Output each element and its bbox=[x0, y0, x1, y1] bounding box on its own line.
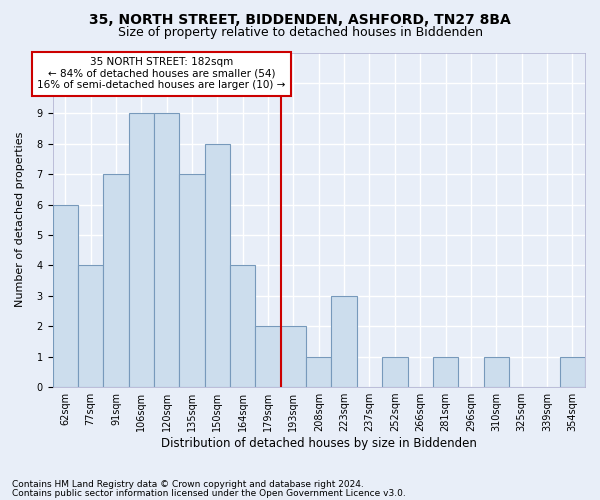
Bar bbox=[205, 144, 230, 387]
Text: Contains public sector information licensed under the Open Government Licence v3: Contains public sector information licen… bbox=[12, 488, 406, 498]
Bar bbox=[331, 296, 357, 387]
Text: Size of property relative to detached houses in Biddenden: Size of property relative to detached ho… bbox=[118, 26, 482, 39]
Bar bbox=[78, 266, 103, 387]
Bar bbox=[256, 326, 281, 387]
X-axis label: Distribution of detached houses by size in Biddenden: Distribution of detached houses by size … bbox=[161, 437, 477, 450]
Bar bbox=[560, 356, 585, 387]
Bar bbox=[128, 114, 154, 387]
Bar bbox=[281, 326, 306, 387]
Bar bbox=[484, 356, 509, 387]
Bar bbox=[103, 174, 128, 387]
Text: 35 NORTH STREET: 182sqm
← 84% of detached houses are smaller (54)
16% of semi-de: 35 NORTH STREET: 182sqm ← 84% of detache… bbox=[37, 57, 286, 90]
Bar bbox=[53, 204, 78, 387]
Bar bbox=[433, 356, 458, 387]
Bar bbox=[179, 174, 205, 387]
Bar bbox=[382, 356, 407, 387]
Y-axis label: Number of detached properties: Number of detached properties bbox=[15, 132, 25, 308]
Bar bbox=[230, 266, 256, 387]
Bar bbox=[306, 356, 331, 387]
Text: 35, NORTH STREET, BIDDENDEN, ASHFORD, TN27 8BA: 35, NORTH STREET, BIDDENDEN, ASHFORD, TN… bbox=[89, 12, 511, 26]
Bar bbox=[154, 114, 179, 387]
Text: Contains HM Land Registry data © Crown copyright and database right 2024.: Contains HM Land Registry data © Crown c… bbox=[12, 480, 364, 489]
